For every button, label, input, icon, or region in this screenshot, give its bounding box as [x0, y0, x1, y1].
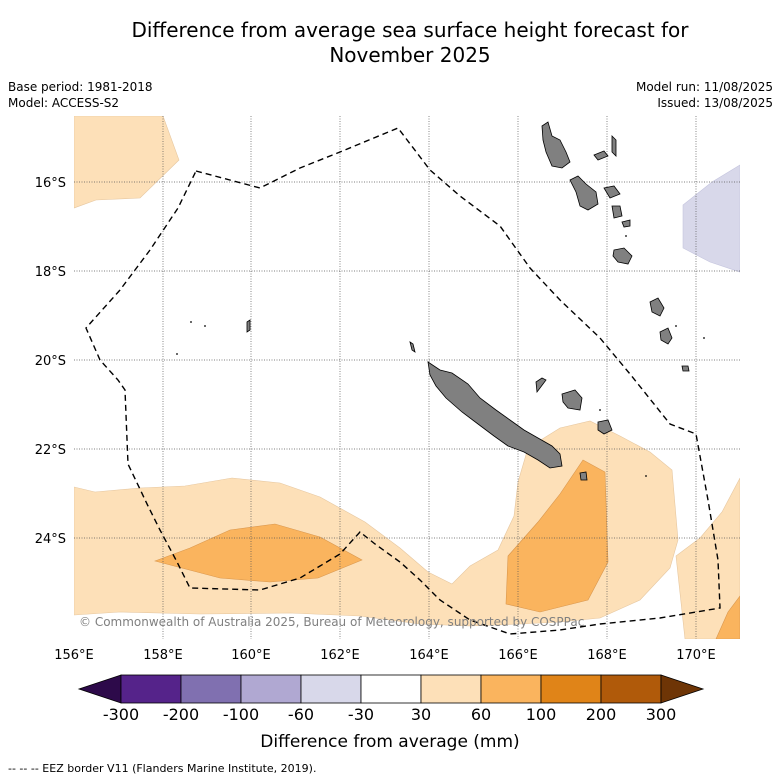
colorbar-over-arrow	[660, 674, 705, 704]
model-run: Model run: 11/08/2025	[635, 80, 773, 94]
model-name: Model: ACCESS-S2	[8, 96, 120, 110]
colorbar-ticks: -300 -200 -100 -60 -30 30 60 100 200 300	[103, 705, 676, 724]
anomaly-region-nw	[74, 116, 180, 209]
vanuatu-erromango	[649, 297, 665, 317]
colorbar-segment-2	[180, 674, 242, 704]
lat-label-24s: 24°S	[35, 532, 66, 547]
meta-left: Base period: 1981-2018 Model: ACCESS-S2	[8, 79, 153, 111]
colorbar-tick: 30	[411, 705, 431, 724]
colorbar-segment-3	[240, 674, 302, 704]
lon-label-160e: 160°E	[231, 648, 271, 663]
anomaly-region-south-strong	[154, 523, 363, 583]
colorbar-segment-9	[600, 674, 662, 704]
colorbar	[77, 674, 705, 704]
colorbar-tick: -300	[103, 705, 139, 724]
colorbar-tick: -200	[163, 705, 199, 724]
vanuatu-maewo	[611, 135, 617, 157]
colorbar-segment-6	[420, 674, 482, 704]
colorbar-segment-5	[360, 674, 422, 704]
copyright-notice: © Commonwealth of Australia 2025, Bureau…	[79, 615, 584, 629]
colorbar-tick: 200	[586, 705, 617, 724]
issued-date: Issued: 13/08/2025	[657, 96, 773, 110]
colorbar-tick: -60	[288, 705, 314, 724]
colorbar-under-arrow	[77, 674, 122, 704]
new-caledonia-island	[427, 361, 563, 469]
eez-footnote: -- -- -- EEZ border V11 (Flanders Marine…	[8, 762, 317, 775]
loyalty-island-lifou	[561, 389, 583, 411]
small-islets	[176, 235, 705, 477]
lat-label-22s: 22°S	[35, 443, 66, 458]
vanuatu-shepherd	[621, 219, 631, 228]
vanuatu-efate	[612, 247, 633, 265]
colorbar-segment-4	[300, 674, 362, 704]
chart-title: Difference from average sea surface heig…	[60, 18, 760, 68]
vanuatu-tanna	[659, 327, 673, 345]
vanuatu-aneityum	[681, 365, 690, 372]
colorbar-segment-7	[480, 674, 542, 704]
lon-label-168e: 168°E	[587, 648, 627, 663]
title-line-1: Difference from average sea surface heig…	[131, 18, 689, 42]
lon-label-156e: 156°E	[54, 648, 94, 663]
land-masses	[246, 121, 690, 481]
vanuatu-epi	[611, 205, 623, 219]
sea-height-anomaly-layer	[74, 116, 740, 639]
colorbar-tick: 60	[471, 705, 491, 724]
belep-islet	[409, 341, 416, 353]
colorbar-segment-1	[120, 674, 182, 704]
colorbar-tick: 300	[646, 705, 677, 724]
colorbar-tick: -100	[223, 705, 259, 724]
vanuatu-ambae	[593, 150, 609, 161]
colorbar-tick: 100	[526, 705, 557, 724]
lon-label-166e: 166°E	[498, 648, 538, 663]
base-period: Base period: 1981-2018	[8, 80, 153, 94]
lon-label-162e: 162°E	[320, 648, 360, 663]
lon-label-164e: 164°E	[409, 648, 449, 663]
isle-of-pines	[579, 471, 588, 481]
loyalty-island-ouvea	[535, 377, 547, 394]
colorbar-label: Difference from average (mm)	[260, 732, 519, 752]
longitude-labels: 156°E 158°E 160°E 162°E 164°E 166°E 168°…	[54, 648, 716, 663]
graticule	[74, 116, 740, 639]
lat-label-18s: 18°S	[35, 265, 66, 280]
anomaly-region-far-southeast-strong	[715, 595, 740, 639]
vanuatu-espiritu-santo	[541, 121, 571, 169]
lon-label-158e: 158°E	[143, 648, 183, 663]
lat-label-16s: 16°S	[35, 176, 66, 191]
loyalty-island-mare	[597, 419, 613, 435]
lon-label-170e: 170°E	[676, 648, 716, 663]
latitude-labels: 16°S 18°S 20°S 22°S 24°S	[35, 176, 66, 547]
title-line-2: November 2025	[329, 43, 491, 67]
eez-border	[85, 127, 721, 635]
chesterfield-islet	[246, 319, 251, 333]
vanuatu-malekula	[569, 175, 599, 211]
meta-right: Model run: 11/08/2025 Issued: 13/08/2025	[636, 79, 773, 111]
anomaly-region-southeast-strong	[505, 459, 609, 613]
colorbar-tick: -30	[348, 705, 374, 724]
vanuatu-pentecost	[603, 185, 621, 199]
colorbar-segment-8	[540, 674, 602, 704]
map-panel: © Commonwealth of Australia 2025, Bureau…	[74, 116, 740, 639]
lat-label-20s: 20°S	[35, 354, 66, 369]
